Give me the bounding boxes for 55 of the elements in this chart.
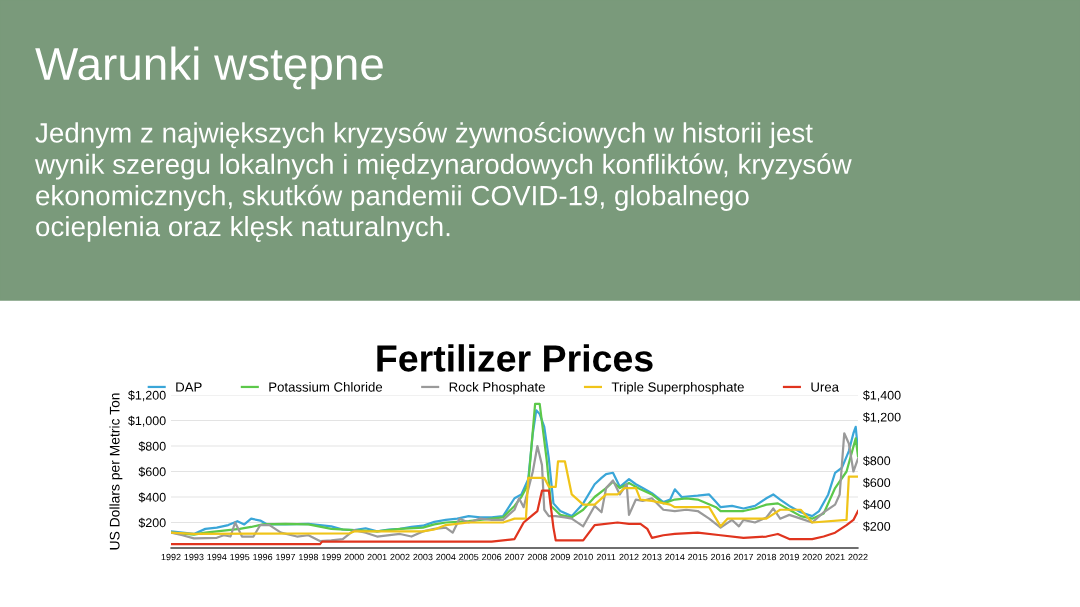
text: Jednym z największych kryzysów żywnościowych w historii jest wynik szeregu lokalnych i międzynarodowych konfliktów, kryzysów ekonomicznych, skutków pandemii COVID-19, globalnego ocieplenia oraz klęsk naturalnych.: [34, 122, 852, 242]
x-tick-label: 2013: [642, 553, 662, 561]
x-tick-label: 1998: [299, 553, 319, 561]
y-tick-label: $600: [138, 466, 166, 477]
legend-label: Rock Phosphate: [449, 382, 545, 395]
x-tick-label: 2019: [779, 553, 799, 561]
line-series: [171, 432, 858, 543]
x-tick-label: 1997: [276, 553, 296, 561]
x-tick-label: 1999: [321, 553, 341, 561]
line-series: [171, 460, 858, 536]
x-tick-label: 1995: [230, 553, 250, 561]
x-tick-label: 2002: [390, 553, 410, 561]
y-tick-label: $400: [138, 492, 166, 503]
x-tick-label: 2004: [436, 553, 456, 561]
x-tick-label: 2010: [573, 553, 593, 561]
x-tick-label: 2021: [825, 553, 845, 561]
y-tick-label: $200: [138, 517, 166, 528]
y2-tick-label: $200: [863, 521, 891, 532]
x-tick-label: 2012: [619, 553, 639, 561]
x-tick-label: 1994: [207, 553, 227, 561]
x-tick-label: 2020: [802, 553, 822, 561]
y-tick-label: $800: [138, 441, 166, 452]
legend-label: Triple Superphosphate: [611, 382, 744, 395]
x-tick-label: 2006: [482, 553, 502, 561]
legend-label: DAP: [176, 382, 202, 392]
line-series: [171, 489, 858, 546]
y-tick-label: $1,000: [128, 415, 166, 427]
x-tick-label: 2000: [344, 553, 364, 561]
x-tick-label: 1993: [184, 553, 204, 561]
x-tick-label: 2015: [688, 553, 708, 561]
y2-tick-label: $1,200: [863, 412, 901, 423]
x-tick-label: 1996: [253, 553, 273, 561]
x-tick-label: 2009: [550, 553, 570, 561]
x-tick-label: 2018: [756, 553, 777, 561]
x-tick-label: 2016: [711, 553, 731, 561]
x-tick-label: 2017: [733, 553, 754, 561]
y-axis-title: US Dollars per Metric Ton: [109, 393, 123, 550]
x-tick-label: 2014: [665, 553, 685, 561]
y2-tick-label: $600: [863, 477, 891, 488]
legend-label: Urea: [811, 382, 839, 392]
x-tick-label: 2007: [504, 553, 525, 561]
y-tick-label: $1,200: [128, 390, 166, 402]
x-tick-label: 2001: [367, 553, 387, 561]
chart-title: Fertilizer Prices: [377, 344, 653, 372]
y2-tick-label: $1,400: [863, 390, 901, 402]
x-tick-label: 2003: [413, 553, 433, 561]
x-tick-label: 2022: [848, 553, 868, 561]
x-tick-label: 1992: [161, 553, 181, 561]
x-tick-label: 2005: [459, 553, 479, 561]
legend-label: Potassium Chloride: [269, 382, 383, 392]
x-tick-label: 2011: [596, 553, 616, 561]
x-tick-label: 2008: [527, 553, 548, 561]
text: Warunki wstępne: [35, 46, 383, 90]
y2-tick-label: $400: [863, 499, 891, 510]
y2-tick-label: $800: [863, 455, 891, 466]
